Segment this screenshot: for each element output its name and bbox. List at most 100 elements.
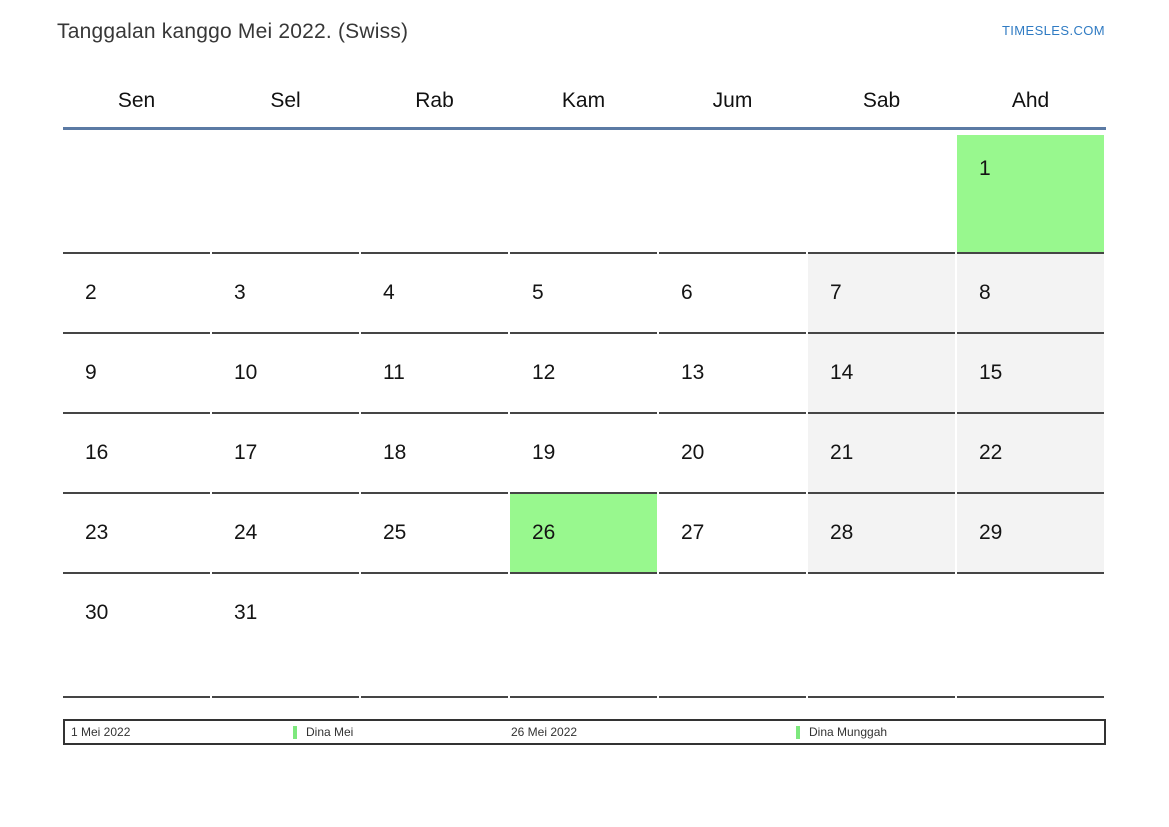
legend-item: Dina Munggah (796, 725, 887, 739)
day-number: 15 (979, 361, 1003, 384)
day-number: 21 (830, 441, 854, 464)
day-cell: 15 (957, 334, 1104, 414)
legend-item: 26 Mei 2022 (511, 725, 577, 739)
day-cell: 8 (957, 254, 1104, 334)
day-number: 24 (234, 521, 258, 544)
day-number: 29 (979, 521, 1003, 544)
day-cell: 17 (212, 414, 359, 494)
day-cell: 21 (808, 414, 955, 494)
weekday-label: Rab (415, 88, 454, 112)
legend-item: 1 Mei 2022 (71, 725, 130, 739)
day-number: 31 (234, 601, 258, 624)
day-cell: 26 (510, 494, 657, 574)
day-cell: 22 (957, 414, 1104, 494)
day-number: 18 (383, 441, 407, 464)
day-cell: 13 (659, 334, 806, 414)
weekday-label: Sel (270, 88, 301, 112)
legend-item-label: Dina Munggah (809, 725, 888, 739)
week-row: 9 10 11 12 13 14 15 (63, 334, 1106, 414)
day-cell: 27 (659, 494, 806, 574)
day-number: 30 (85, 601, 109, 624)
holiday-marker-icon (796, 725, 800, 739)
empty-cell (361, 130, 508, 254)
day-cell: 7 (808, 254, 955, 334)
day-number: 19 (532, 441, 556, 464)
day-cell: 2 (63, 254, 210, 334)
weekday-label: Sab (862, 88, 901, 112)
day-cell: 23 (63, 494, 210, 574)
empty-cell (212, 130, 359, 254)
holiday-marker-icon (293, 725, 297, 739)
week-row: 16 17 18 19 20 21 22 (63, 414, 1106, 494)
empty-cell (510, 130, 657, 254)
legend-bar: 1 Mei 2022 Dina Mei 26 Mei 2022 Dina Mungga… (63, 719, 1106, 745)
empty-cell (659, 574, 806, 698)
day-cell: 24 (212, 494, 359, 574)
day-cell: 3 (212, 254, 359, 334)
legend-item-label: Dina Mei (306, 725, 354, 739)
day-number: 26 (532, 521, 556, 544)
day-number: 3 (234, 281, 246, 304)
day-number: 11 (383, 361, 405, 384)
day-cell: 25 (361, 494, 508, 574)
page-title: Tanggalan kanggo Mei 2022. (Swiss) (57, 20, 409, 43)
weekday-label: Jum (712, 88, 753, 112)
month-calendar: Sen Sel Rab Kam Jum Sab Ahd 1 2 3 4 5 6 7 8 9 10 11 12 13 1… (63, 74, 1106, 698)
legend-item: Dina Mei (293, 725, 353, 739)
brand-link[interactable]: TIMESLES.COM (1001, 23, 1105, 38)
empty-cell (510, 574, 657, 698)
day-cell: 30 (63, 574, 210, 698)
weekday-label: Kam (561, 88, 606, 112)
day-number: 20 (681, 441, 705, 464)
weekday-header-row: Sen Sel Rab Kam Jum Sab Ahd (63, 74, 1106, 130)
day-number: 16 (85, 441, 109, 464)
day-cell: 9 (63, 334, 210, 414)
day-number: 7 (830, 281, 842, 304)
day-cell: 12 (510, 334, 657, 414)
day-cell: 4 (361, 254, 508, 334)
day-number: 2 (85, 281, 97, 304)
day-number: 9 (85, 361, 97, 384)
day-number: 25 (383, 521, 407, 544)
day-number: 14 (830, 361, 854, 384)
day-number: 13 (681, 361, 705, 384)
day-number: 8 (979, 281, 991, 304)
week-row: 1 (63, 130, 1106, 254)
day-cell: 11 (361, 334, 508, 414)
day-number: 17 (234, 441, 258, 464)
day-cell: 28 (808, 494, 955, 574)
week-row: 23 24 25 26 27 28 29 (63, 494, 1106, 574)
day-cell: 14 (808, 334, 955, 414)
day-number: 28 (830, 521, 854, 544)
day-cell: 20 (659, 414, 806, 494)
day-cell: 6 (659, 254, 806, 334)
legend-item-label: 1 Mei 2022 (71, 725, 131, 739)
week-row: 2 3 4 5 6 7 8 (63, 254, 1106, 334)
day-number: 27 (681, 521, 705, 544)
empty-cell (957, 574, 1104, 698)
day-number: 4 (383, 281, 395, 304)
day-number: 5 (532, 281, 544, 304)
calendar-grid: 1 2 3 4 5 6 7 8 9 10 11 12 13 14 15 16 17 18 19 20 21 22 23 24 2… (63, 130, 1106, 698)
day-cell: 1 (957, 130, 1104, 254)
empty-cell (659, 130, 806, 254)
day-number: 6 (681, 281, 693, 304)
day-cell: 31 (212, 574, 359, 698)
day-cell: 10 (212, 334, 359, 414)
weekday-label: Ahd (1011, 88, 1050, 112)
day-number: 10 (234, 361, 258, 384)
day-number: 12 (532, 361, 556, 384)
empty-cell (808, 130, 955, 254)
day-cell: 18 (361, 414, 508, 494)
day-cell: 16 (63, 414, 210, 494)
day-number: 23 (85, 521, 109, 544)
day-number: 22 (979, 441, 1003, 464)
day-cell: 5 (510, 254, 657, 334)
legend-item-label: 26 Mei 2022 (511, 725, 578, 739)
empty-cell (63, 130, 210, 254)
empty-cell (808, 574, 955, 698)
weekday-label: Sen (117, 88, 156, 112)
week-row: 30 31 (63, 574, 1106, 698)
day-cell: 19 (510, 414, 657, 494)
